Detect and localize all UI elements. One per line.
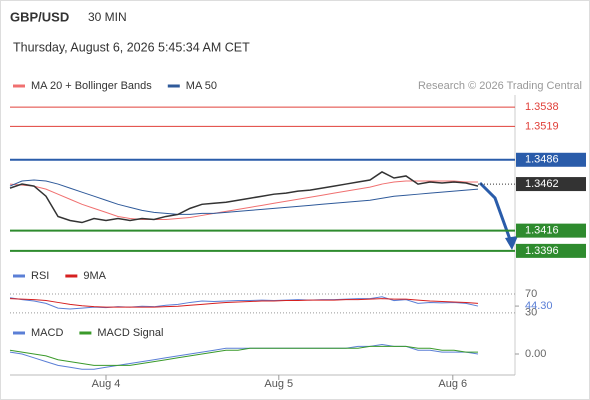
level-label: 1.3486	[525, 154, 559, 166]
price-line	[9, 171, 479, 224]
legend-label: MA 50	[186, 80, 217, 92]
level-label: 1.3462	[525, 178, 559, 190]
legend-swatch	[65, 274, 78, 278]
legend-label: MACD Signal	[97, 327, 163, 339]
level-label: 1.3538	[525, 101, 559, 113]
level-label: 1.3416	[525, 225, 559, 237]
legend-swatch	[13, 274, 25, 278]
legend-label: 9MA	[83, 270, 106, 282]
timeframe: 30 MIN	[88, 10, 127, 24]
x-tick-label: Aug 4	[92, 378, 121, 390]
level-box	[516, 177, 586, 192]
credit: Research © 2026 Trading Central	[418, 80, 582, 92]
series-line	[9, 296, 479, 310]
series-line	[9, 180, 478, 220]
datetime: Thursday, August 6, 2026 5:45:34 AM CET	[13, 40, 250, 54]
legend-swatch	[13, 331, 25, 335]
series-line	[9, 298, 479, 308]
legend-label: MA 20 + Bollinger Bands	[31, 80, 152, 92]
y-tick-label: 44.30	[525, 300, 553, 312]
level-label: 1.3396	[525, 245, 559, 257]
level-box	[516, 223, 586, 238]
legend-swatch	[79, 331, 92, 335]
series-line	[9, 345, 478, 366]
level-box	[516, 152, 586, 167]
series-line	[9, 179, 479, 215]
y-tick-label: 70	[525, 288, 537, 300]
legend-label: RSI	[31, 270, 49, 282]
forecast-arrowhead	[505, 236, 518, 250]
y-tick-label: 30	[525, 307, 537, 319]
forecast-arrow	[478, 181, 514, 246]
level-box	[516, 243, 586, 258]
x-tick-label: Aug 5	[264, 378, 293, 390]
legend-swatch	[13, 84, 25, 88]
y-tick-label: 0.00	[525, 348, 546, 360]
legend-label: MACD	[31, 327, 63, 339]
legend-swatch	[167, 84, 180, 88]
x-tick-label: Aug 6	[438, 378, 467, 390]
symbol: GBP/USD	[10, 9, 69, 24]
level-label: 1.3519	[525, 120, 559, 132]
